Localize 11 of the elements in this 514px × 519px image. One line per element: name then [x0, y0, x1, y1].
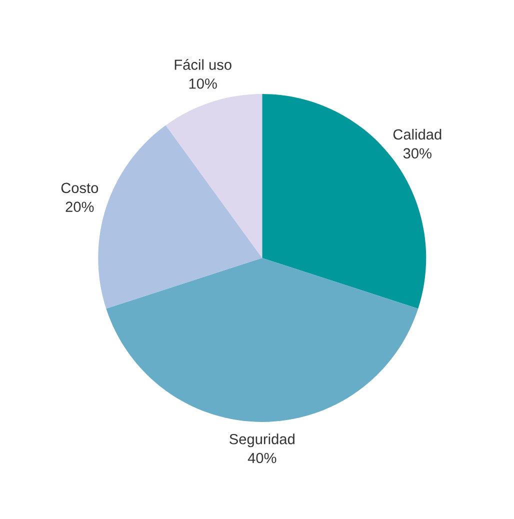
- data-label: 20%: [66, 202, 94, 212]
- slice-label: Costo: [61, 182, 98, 194]
- data-label: 30%: [403, 148, 432, 159]
- pie-slice: [106, 258, 418, 422]
- pie-slice: [166, 94, 262, 258]
- slice-label: Calidad: [393, 128, 442, 140]
- slice-label: Fácil uso: [174, 59, 232, 70]
- data-label: 40%: [248, 452, 276, 464]
- slice-label: Seguridad: [230, 434, 294, 448]
- data-label: 10%: [189, 78, 217, 89]
- pie-slice: [98, 125, 262, 309]
